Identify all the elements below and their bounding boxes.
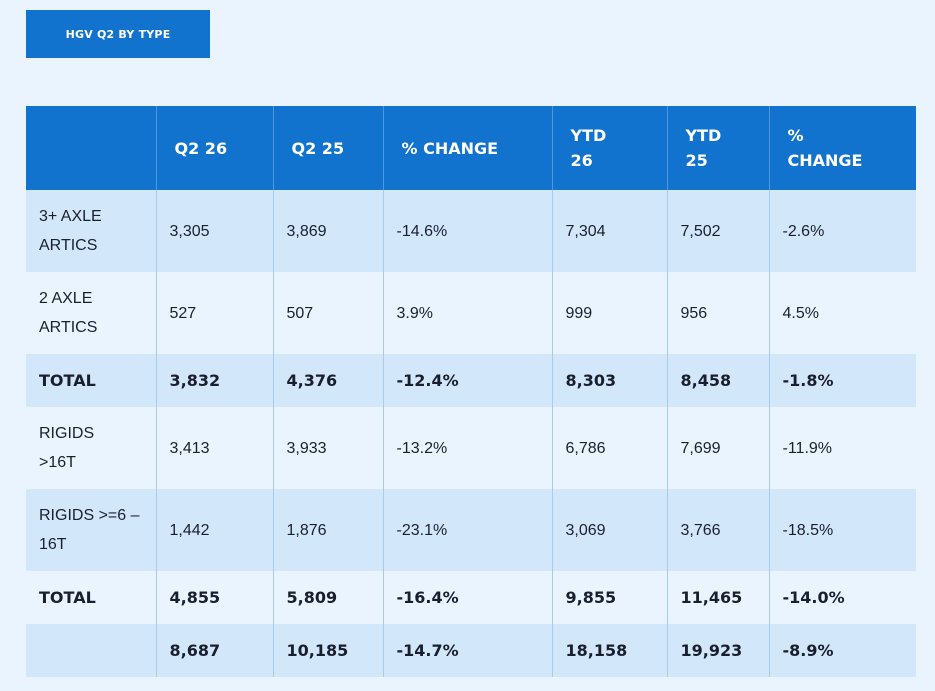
table-row: 2 AXLE ARTICS 527 507 3.9% 999 956 4.5% <box>26 272 916 354</box>
cell-ytd-pct: -14.0% <box>768 571 916 624</box>
cell-q2-26: 8,687 <box>155 624 273 677</box>
cell-ytd-pct: 4.5% <box>768 272 916 354</box>
table-row-total: TOTAL 4,855 5,809 -16.4% 9,855 11,465 -1… <box>26 571 916 624</box>
cell-ytd-25: 3,766 <box>666 489 769 571</box>
cell-ytd-25: 7,699 <box>666 407 769 489</box>
table-row-total: TOTAL 3,832 4,376 -12.4% 8,303 8,458 -1.… <box>26 354 916 407</box>
header-type <box>26 106 156 190</box>
cell-pct: -14.7% <box>382 624 552 677</box>
table-header-row: Q2 26 Q2 25 % CHANGE YTD 26 YTD 25 % CHA… <box>26 106 916 190</box>
cell-ytd-25: 11,465 <box>666 571 769 624</box>
cell-ytd-pct: -8.9% <box>768 624 916 677</box>
cell-q2-26: 3,832 <box>155 354 273 407</box>
cell-q2-25: 3,933 <box>272 407 383 489</box>
cell-pct: -23.1% <box>382 489 552 571</box>
cell-ytd-25: 19,923 <box>666 624 769 677</box>
header-ytd-pct-change: % CHANGE <box>768 106 916 190</box>
cell-ytd-26: 6,786 <box>551 407 667 489</box>
cell-ytd-25: 8,458 <box>666 354 769 407</box>
hgv-table: Q2 26 Q2 25 % CHANGE YTD 26 YTD 25 % CHA… <box>26 106 916 677</box>
cell-q2-26: 3,305 <box>155 190 273 272</box>
cell-pct: -14.6% <box>382 190 552 272</box>
section-title: HGV Q2 BY TYPE <box>65 27 171 41</box>
cell-pct: -16.4% <box>382 571 552 624</box>
header-ytd-26: YTD 26 <box>551 106 667 190</box>
row-label <box>26 624 156 677</box>
cell-q2-25: 4,376 <box>272 354 383 407</box>
cell-q2-26: 3,413 <box>155 407 273 489</box>
cell-ytd-pct: -2.6% <box>768 190 916 272</box>
row-label: TOTAL <box>26 354 156 407</box>
cell-ytd-25: 7,502 <box>666 190 769 272</box>
header-pct-change: % CHANGE <box>382 106 552 190</box>
row-label: 3+ AXLE ARTICS <box>26 190 156 272</box>
cell-ytd-26: 7,304 <box>551 190 667 272</box>
row-label: TOTAL <box>26 571 156 624</box>
row-label: RIGIDS >16T <box>26 407 156 489</box>
cell-ytd-pct: -1.8% <box>768 354 916 407</box>
row-label: RIGIDS >=6 – 16T <box>26 489 156 571</box>
cell-ytd-pct: -18.5% <box>768 489 916 571</box>
table-row: 3+ AXLE ARTICS 3,305 3,869 -14.6% 7,304 … <box>26 190 916 272</box>
cell-ytd-pct: -11.9% <box>768 407 916 489</box>
cell-pct: 3.9% <box>382 272 552 354</box>
table-row: RIGIDS >16T 3,413 3,933 -13.2% 6,786 7,6… <box>26 407 916 489</box>
cell-ytd-26: 3,069 <box>551 489 667 571</box>
cell-ytd-26: 999 <box>551 272 667 354</box>
cell-q2-26: 527 <box>155 272 273 354</box>
cell-q2-26: 1,442 <box>155 489 273 571</box>
cell-pct: -13.2% <box>382 407 552 489</box>
cell-q2-25: 507 <box>272 272 383 354</box>
cell-ytd-25: 956 <box>666 272 769 354</box>
cell-ytd-26: 9,855 <box>551 571 667 624</box>
cell-q2-25: 3,869 <box>272 190 383 272</box>
section-title-badge: HGV Q2 BY TYPE <box>26 10 210 58</box>
table-row-grand-total: 8,687 10,185 -14.7% 18,158 19,923 -8.9% <box>26 624 916 677</box>
cell-q2-25: 10,185 <box>272 624 383 677</box>
cell-q2-25: 1,876 <box>272 489 383 571</box>
cell-pct: -12.4% <box>382 354 552 407</box>
header-q2-25: Q2 25 <box>272 106 383 190</box>
row-label: 2 AXLE ARTICS <box>26 272 156 354</box>
cell-q2-26: 4,855 <box>155 571 273 624</box>
header-q2-26: Q2 26 <box>155 106 273 190</box>
header-ytd-25: YTD 25 <box>666 106 769 190</box>
cell-q2-25: 5,809 <box>272 571 383 624</box>
table-row: RIGIDS >=6 – 16T 1,442 1,876 -23.1% 3,06… <box>26 489 916 571</box>
cell-ytd-26: 8,303 <box>551 354 667 407</box>
cell-ytd-26: 18,158 <box>551 624 667 677</box>
